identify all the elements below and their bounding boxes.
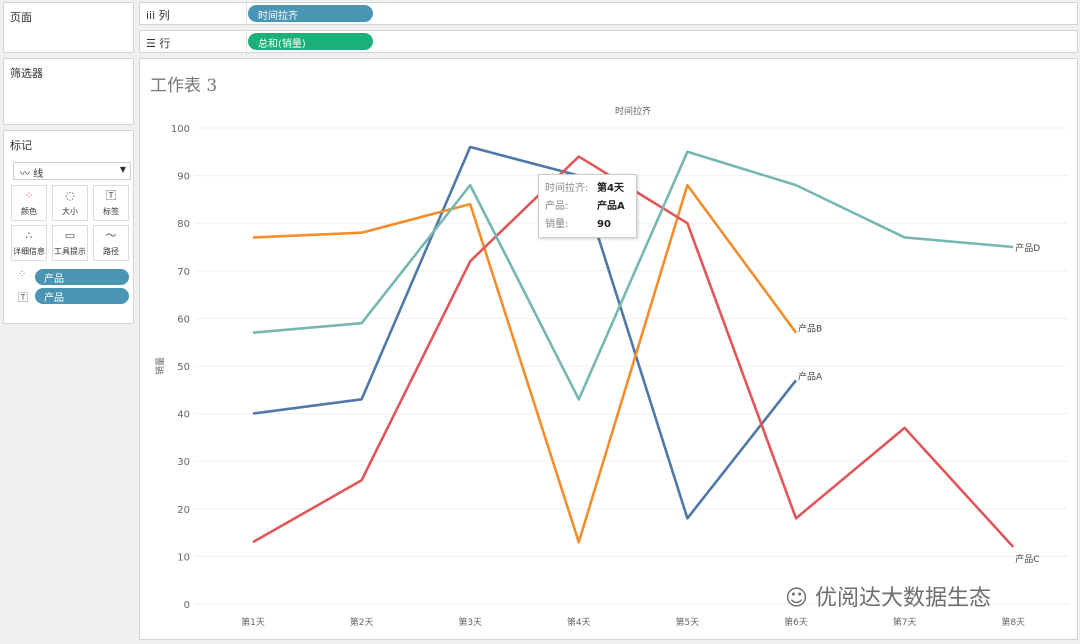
chevron-down-icon: ▼ <box>119 165 126 174</box>
size-label: 大小 <box>62 207 78 216</box>
mark-type-dropdown[interactable]: 〰 线 ▼ <box>13 162 131 180</box>
label-product-pill[interactable]: 产品 <box>35 288 129 304</box>
color-dots-icon: ⁘ <box>24 189 34 202</box>
tooltip-value: 产品A <box>597 201 625 212</box>
label-icon: 🅃 <box>18 293 28 304</box>
tooltip-icon: ▭ <box>64 229 76 242</box>
tooltip-value: 90 <box>597 219 611 230</box>
pages-title: 页面 <box>10 11 32 24</box>
tooltip-label: 工具提示 <box>54 247 86 256</box>
size-icon: ◌ <box>65 189 75 202</box>
detail-button[interactable]: ∴ 详细信息 <box>11 225 47 261</box>
columns-shelf[interactable]: iii 列 时间拉齐 <box>139 2 1078 25</box>
tooltip-button[interactable]: ▭ 工具提示 <box>52 225 88 261</box>
color-product-pill[interactable]: 产品 <box>35 269 129 285</box>
columns-icon: iii 列 <box>146 9 170 22</box>
detail-icon: ∴ <box>25 229 33 242</box>
tooltip-key: 产品: <box>545 201 569 212</box>
marks-title: 标记 <box>10 139 32 152</box>
path-icon: 〜 <box>105 229 117 242</box>
color-label: 颜色 <box>21 207 37 216</box>
filters-title: 筛选器 <box>10 67 43 80</box>
rows-pill[interactable]: 总和(销量) <box>248 33 373 50</box>
rows-icon: ☰ 行 <box>146 37 171 50</box>
columns-pill[interactable]: 时间拉齐 <box>248 5 373 22</box>
path-label: 路径 <box>103 247 119 256</box>
label-icon: 🅃 <box>105 189 117 202</box>
size-button[interactable]: ◌ 大小 <box>52 185 88 221</box>
marks-panel: 标记 〰 线 ▼ ⁘ 颜色 ◌ 大小 🅃 标签 ∴ 详细信息 ▭ 工具提示 〜路径 ⁘ 产品… <box>3 130 134 324</box>
watermark-text: 优阅达大数据生态 <box>814 586 991 611</box>
sheet-title: 工作表 3 <box>150 76 218 96</box>
watermark: ☺ 优阅达大数据生态 <box>785 580 991 612</box>
mark-type-value: 线 <box>33 169 44 180</box>
tooltip-value: 第4天 <box>597 183 624 194</box>
tooltip-key: 时间拉齐: <box>545 183 589 194</box>
color-button[interactable]: ⁘ 颜色 <box>11 185 47 221</box>
pages-panel: 页面 <box>3 2 134 53</box>
columns-label: 列 <box>158 9 170 22</box>
rows-label: 行 <box>159 37 171 50</box>
detail-label: 详细信息 <box>13 247 45 256</box>
sheet-view: 工作表 3 <box>139 58 1078 640</box>
label-button[interactable]: 🅃 标签 <box>93 185 129 221</box>
tooltip-key: 销量: <box>545 219 569 230</box>
wechat-icon: ☺ <box>785 586 815 611</box>
tooltip: 时间拉齐: 第4天 产品: 产品A 销量: 90 <box>538 174 637 238</box>
rows-shelf[interactable]: ☰ 行 总和(销量) <box>139 30 1078 53</box>
label-label: 标签 <box>103 207 119 216</box>
path-button[interactable]: 〜路径 <box>93 225 129 261</box>
color-dots-icon: ⁘ <box>18 269 27 280</box>
line-icon: 〰 <box>20 169 34 180</box>
filters-panel[interactable]: 筛选器 <box>3 58 134 125</box>
